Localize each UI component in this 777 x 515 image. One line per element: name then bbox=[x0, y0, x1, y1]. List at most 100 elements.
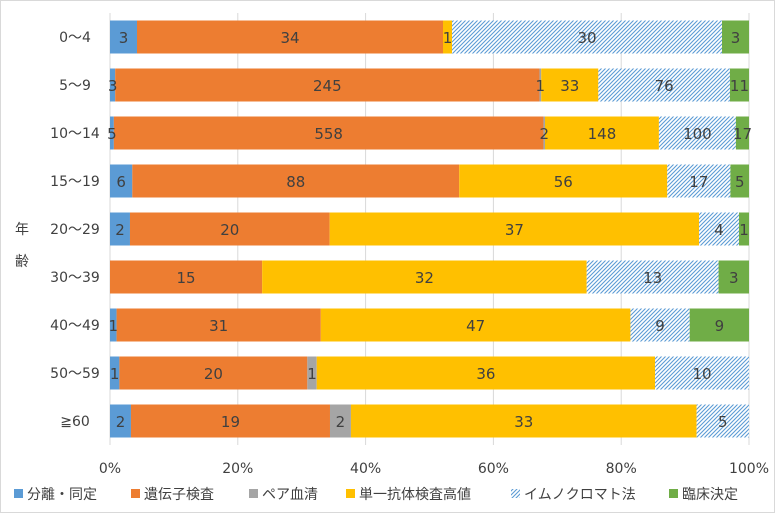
category-label: 20～29 bbox=[50, 222, 100, 238]
data-label: 1 bbox=[109, 317, 119, 335]
bar-segment bbox=[320, 308, 631, 342]
bar-segment bbox=[696, 404, 749, 438]
data-label: 33 bbox=[514, 413, 533, 431]
x-tick-label: 80% bbox=[606, 461, 637, 477]
bar-segment bbox=[658, 116, 736, 150]
x-tick-label: 100% bbox=[729, 461, 769, 477]
legend-label: 遺伝子検査 bbox=[144, 487, 214, 503]
data-label: 31 bbox=[209, 317, 228, 335]
data-label: 34 bbox=[280, 29, 299, 47]
data-label: 1 bbox=[536, 77, 546, 95]
data-label: 2 bbox=[115, 221, 125, 239]
data-label: 20 bbox=[220, 221, 239, 239]
data-label: 1 bbox=[307, 365, 317, 383]
data-label: 9 bbox=[715, 317, 725, 335]
category-label: 50～59 bbox=[50, 366, 100, 382]
data-label: 37 bbox=[505, 221, 524, 239]
data-label: 3 bbox=[731, 29, 741, 47]
data-label: 1 bbox=[110, 365, 120, 383]
data-label: 56 bbox=[554, 173, 573, 191]
data-label: 32 bbox=[415, 269, 434, 287]
bar-segment bbox=[110, 404, 131, 438]
data-label: 47 bbox=[466, 317, 485, 335]
category-label: 10～14 bbox=[50, 126, 100, 142]
data-label: 2 bbox=[116, 413, 126, 431]
data-label: 5 bbox=[735, 173, 745, 191]
data-label: 10 bbox=[692, 365, 711, 383]
data-label: 1 bbox=[739, 221, 749, 239]
data-label: 20 bbox=[204, 365, 223, 383]
bar-segment bbox=[699, 212, 740, 246]
bar-segment bbox=[667, 164, 731, 198]
bar-segment bbox=[718, 260, 749, 294]
legend-label: 分離・同定 bbox=[27, 486, 97, 503]
bar-segment bbox=[543, 116, 545, 150]
bar-segment bbox=[689, 308, 749, 342]
category-label: 15～19 bbox=[50, 174, 100, 190]
x-tick-label: 60% bbox=[478, 461, 509, 477]
bar-segment bbox=[132, 164, 460, 198]
category-labels: 0～4 5～9 10～14 15～19 20～29 30～39 40～49 50～59 ≧60 bbox=[50, 30, 100, 430]
category-label: 30～39 bbox=[50, 270, 100, 286]
data-label: 2 bbox=[539, 125, 549, 143]
bar-segment bbox=[586, 260, 719, 294]
bar-segment bbox=[655, 356, 749, 390]
legend-swatch bbox=[249, 489, 258, 498]
x-tick-labels: 0% 20% 40% 60% 80% 100% bbox=[99, 461, 769, 477]
data-label: 148 bbox=[588, 125, 617, 143]
x-tick-label: 20% bbox=[222, 461, 253, 477]
bar-segment bbox=[116, 308, 321, 342]
bar-segment bbox=[115, 68, 540, 102]
data-label: 11 bbox=[730, 77, 749, 95]
bar-segment bbox=[262, 260, 587, 294]
bar-segment bbox=[459, 164, 668, 198]
bar-segment bbox=[137, 20, 443, 54]
data-label: 88 bbox=[286, 173, 305, 191]
bar-segment bbox=[110, 116, 114, 150]
legend-label: 臨床決定 bbox=[682, 487, 738, 503]
bar-segment bbox=[443, 20, 452, 54]
legend-swatch bbox=[346, 489, 355, 498]
category-label: 5～9 bbox=[59, 78, 91, 94]
legend-label: 単一抗体検査高値 bbox=[359, 486, 471, 503]
x-tick-label: 40% bbox=[350, 461, 381, 477]
bar-segment bbox=[113, 116, 544, 150]
data-label: 15 bbox=[177, 269, 196, 287]
data-label: 5 bbox=[718, 413, 728, 431]
bar-segment bbox=[110, 164, 133, 198]
data-label: 3 bbox=[729, 269, 739, 287]
y-axis-title-char-1: 年 bbox=[15, 222, 29, 238]
legend-label: イムノクロマト法 bbox=[524, 487, 636, 503]
data-label: 76 bbox=[655, 77, 674, 95]
bar-segment bbox=[130, 404, 330, 438]
data-label: 245 bbox=[313, 77, 342, 95]
y-axis-title-char-2: 齢 bbox=[15, 254, 29, 270]
legend-swatch bbox=[511, 489, 520, 498]
data-label: 100 bbox=[683, 125, 712, 143]
x-tick-label: 0% bbox=[99, 461, 121, 477]
data-label: 13 bbox=[643, 269, 662, 287]
data-labels: 3 34 1 30 33 245 1 33 76 115 558 2 148 100 176 88 56 17 52… bbox=[107, 29, 752, 431]
bar-segment bbox=[722, 20, 749, 54]
data-label: 17 bbox=[689, 173, 708, 191]
category-label: ≧60 bbox=[60, 414, 90, 430]
category-label: 0～4 bbox=[59, 30, 91, 46]
data-label: 19 bbox=[221, 413, 240, 431]
data-label: 30 bbox=[577, 29, 596, 47]
bar-segment bbox=[452, 20, 722, 54]
data-label: 5 bbox=[107, 125, 117, 143]
bar-segment bbox=[539, 68, 542, 102]
bar-segment bbox=[739, 212, 749, 246]
bar-segment bbox=[119, 356, 308, 390]
bar-segment bbox=[730, 164, 749, 198]
bar-segment bbox=[110, 68, 116, 102]
bar-segment bbox=[544, 116, 659, 150]
data-label: 558 bbox=[314, 125, 343, 143]
bar-segment bbox=[329, 404, 351, 438]
bar-segment bbox=[307, 356, 317, 390]
legend-swatch bbox=[131, 489, 140, 498]
bar-segment bbox=[729, 68, 749, 102]
data-label: 17 bbox=[733, 125, 752, 143]
